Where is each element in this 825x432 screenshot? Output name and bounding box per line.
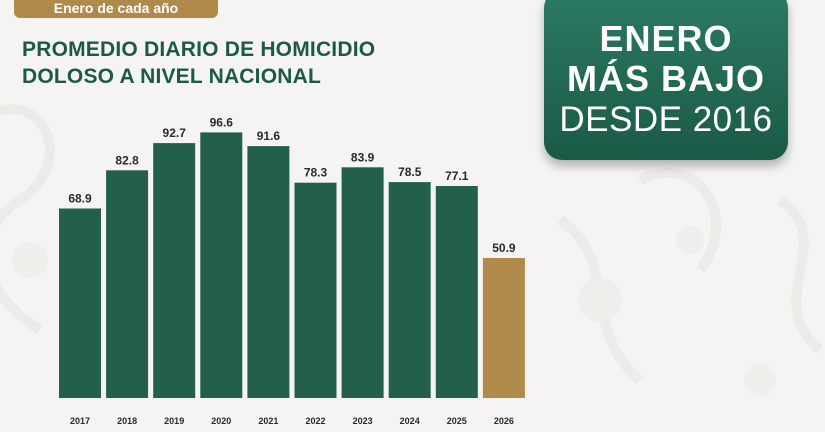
tick-label-2025: 2025 <box>447 416 467 426</box>
bars-group <box>59 132 525 398</box>
value-label-2021: 91.6 <box>257 129 281 143</box>
subtitle-tag: Enero de cada año <box>14 0 218 18</box>
value-label-2022: 78.3 <box>304 166 328 180</box>
bar-2023 <box>341 167 384 398</box>
tick-label-2019: 2019 <box>164 416 184 426</box>
bar-2025 <box>435 186 478 398</box>
bar-2026 <box>482 258 525 398</box>
value-label-2020: 96.6 <box>210 115 234 129</box>
bar-2022 <box>294 182 337 398</box>
tick-label-2018: 2018 <box>117 416 137 426</box>
badge-line-2: MÁS BAJO <box>566 58 766 99</box>
tick-label-2024: 2024 <box>400 416 420 426</box>
tick-label-2026: 2026 <box>494 416 514 426</box>
value-label-2025: 77.1 <box>445 169 469 183</box>
value-label-2024: 78.5 <box>398 165 422 179</box>
tick-label-2020: 2020 <box>211 416 231 426</box>
x-axis-tick-labels: 2017 2018 2019 2020 2021 2022 2023 2024 2025 2026 <box>70 416 514 426</box>
tick-label-2017: 2017 <box>70 416 90 426</box>
value-label-2019: 92.7 <box>163 126 187 140</box>
chart-title: PROMEDIO DIARIO DE HOMICIDIO DOLOSO A NI… <box>22 36 492 90</box>
tick-label-2021: 2021 <box>258 416 278 426</box>
bar-2021 <box>247 146 290 398</box>
bar-2018 <box>106 170 149 398</box>
chart-title-line-1: PROMEDIO DIARIO DE HOMICIDIO <box>22 38 376 61</box>
chart-title-line-2: DOLOSO A NIVEL NACIONAL <box>22 65 321 88</box>
headline-badge: ENERO MÁS BAJO DESDE 2016 <box>544 0 788 160</box>
tick-label-2022: 2022 <box>305 416 325 426</box>
bar-2017 <box>59 208 101 398</box>
value-label-2026: 50.9 <box>492 241 516 255</box>
bar-2020 <box>200 132 243 398</box>
value-label-2023: 83.9 <box>351 150 375 164</box>
tick-label-2023: 2023 <box>353 416 373 426</box>
bar-2019 <box>153 143 196 398</box>
value-label-2018: 82.8 <box>115 153 139 167</box>
badge-line-3: DESDE 2016 <box>559 100 773 139</box>
badge-line-1: ENERO <box>599 18 733 59</box>
value-label-2017: 68.9 <box>68 192 92 206</box>
value-labels-group: 68.9 82.8 92.7 96.6 91.6 78.3 83.9 78.5 77.1 50.9 <box>68 115 516 255</box>
bar-2024 <box>388 182 431 398</box>
